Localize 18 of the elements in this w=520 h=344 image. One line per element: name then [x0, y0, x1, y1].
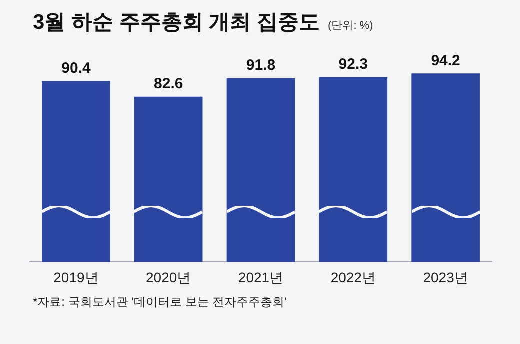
data-label: 90.4: [62, 60, 92, 77]
data-label: 91.8: [246, 57, 276, 74]
bar: [42, 81, 110, 262]
data-label: 82.6: [154, 75, 184, 92]
bar: [226, 78, 296, 262]
x-tick-label: 2019년: [54, 269, 99, 286]
x-tick-label: 2021년: [238, 269, 284, 286]
bar: [412, 74, 480, 262]
data-label: 92.3: [338, 56, 368, 74]
x-tick-label: 2020년: [146, 269, 192, 286]
bar: [134, 96, 203, 262]
x-tick-label: 2023년: [423, 269, 468, 286]
chart-title: 3월 하순 주주총회 개최 집중도: [33, 11, 320, 34]
x-tick-label: 2022년: [330, 269, 376, 286]
chart-subtitle: (단위: %): [328, 20, 374, 32]
bar: [319, 77, 388, 262]
text: *자료: 국회도서관 '데이터로 보는 전자주주총회': [33, 294, 287, 311]
data-label: 94.2: [431, 52, 460, 70]
